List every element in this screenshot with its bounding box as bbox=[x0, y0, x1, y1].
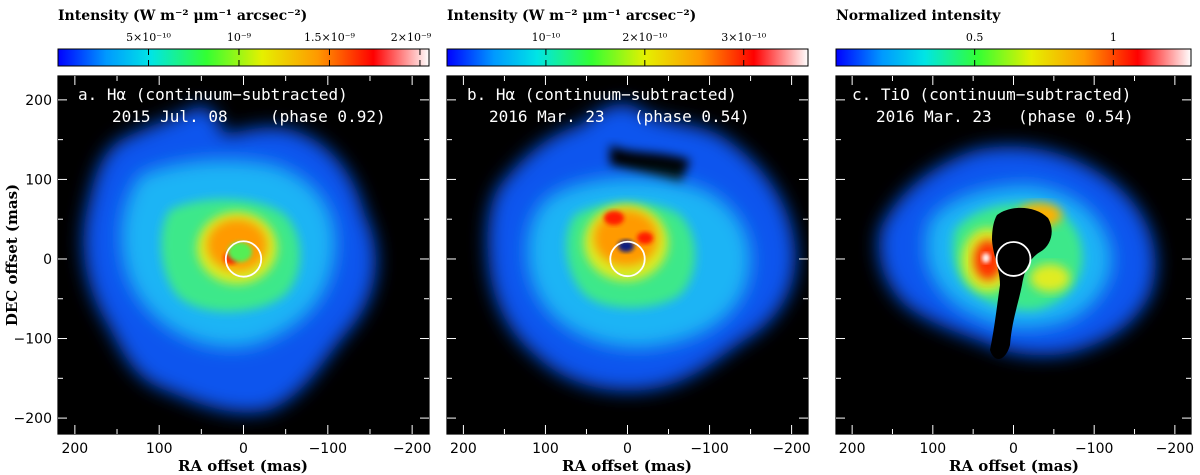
x-tick-label: −100 bbox=[1075, 441, 1113, 457]
dark-gap bbox=[610, 145, 690, 185]
x-tick-label: 200 bbox=[839, 441, 866, 457]
colorbar-tick-label: 2×10⁻⁹ bbox=[391, 31, 432, 44]
colorbar-title: Normalized intensity bbox=[836, 8, 1001, 24]
stellar-disk-circle bbox=[224, 240, 263, 278]
y-tick-label: −200 bbox=[14, 411, 52, 427]
colorbar-tick-label: 5×10⁻¹⁰ bbox=[126, 31, 171, 44]
colorbar-ticks bbox=[147, 49, 421, 66]
date-label: 2016 Mar. 23 bbox=[876, 107, 992, 126]
colorbar-tick-label: 1 bbox=[1110, 31, 1117, 44]
panel-label: a. Hα (continuum−subtracted) bbox=[78, 85, 348, 104]
x-axis-label: RA offset (mas) bbox=[562, 457, 692, 475]
date-label: 2016 Mar. 23 bbox=[489, 107, 605, 126]
x-axis-label: RA offset (mas) bbox=[178, 457, 308, 475]
colorbar-tick-label: 3×10⁻¹⁰ bbox=[721, 31, 766, 44]
intensity-map bbox=[878, 146, 1156, 360]
axis-ticks bbox=[836, 76, 1191, 434]
panel-label: c. TiO (continuum−subtracted) bbox=[852, 85, 1131, 104]
x-tick-label: 100 bbox=[919, 441, 946, 457]
phase-label: (phase 0.54) bbox=[1018, 107, 1134, 126]
colorbar-tick-label: 0.5 bbox=[966, 31, 984, 44]
y-tick-label: 100 bbox=[25, 172, 52, 188]
colorbar bbox=[446, 48, 809, 67]
peak bbox=[982, 253, 990, 263]
colorbar-ticks bbox=[545, 49, 745, 66]
stellar-disk-circle bbox=[995, 241, 1032, 277]
x-tick-label: −200 bbox=[1156, 441, 1194, 457]
x-tick-label: 0 bbox=[239, 441, 248, 457]
x-tick-label: 100 bbox=[146, 441, 173, 457]
colorbar-tick-label: 2×10⁻¹⁰ bbox=[622, 31, 667, 44]
x-axis-label: RA offset (mas) bbox=[949, 457, 1079, 475]
axis-ticks bbox=[447, 76, 808, 434]
date-label: 2015 Jul. 08 bbox=[112, 107, 228, 126]
cavity bbox=[990, 207, 1052, 360]
x-tick-label: −100 bbox=[309, 441, 347, 457]
x-tick-label: 200 bbox=[61, 441, 88, 457]
intensity-map bbox=[83, 106, 377, 413]
colorbar-title: Intensity (W m⁻² μm⁻¹ arcsec⁻²) bbox=[447, 8, 696, 24]
y-tick-label: 0 bbox=[43, 252, 52, 268]
panel-c: Normalized intensity 0.5 1 c. TiO (conti… bbox=[835, 8, 1194, 475]
x-tick-label: −100 bbox=[690, 441, 728, 457]
intensity-map bbox=[487, 103, 796, 391]
x-tick-label: 0 bbox=[623, 441, 632, 457]
phase-label: (phase 0.92) bbox=[270, 107, 386, 126]
y-axis-label: DEC offset (mas) bbox=[3, 184, 21, 326]
south-arc bbox=[1030, 264, 1070, 292]
x-tick-label: −200 bbox=[393, 441, 431, 457]
panel-a: Intensity (W m⁻² μm⁻¹ arcsec⁻²) 5×10⁻¹⁰ … bbox=[3, 8, 432, 475]
colorbar-tick-label: 10⁻⁹ bbox=[227, 31, 252, 44]
y-tick-label: 200 bbox=[25, 93, 52, 109]
x-tick-label: −200 bbox=[772, 441, 810, 457]
hot-spot bbox=[604, 211, 624, 225]
colorbar-ticks bbox=[974, 49, 1114, 66]
axis-ticks bbox=[58, 76, 429, 434]
phase-label: (phase 0.54) bbox=[634, 107, 750, 126]
stellar-disk-circle bbox=[609, 240, 646, 278]
hot-spot bbox=[637, 232, 653, 244]
colorbar bbox=[57, 48, 430, 67]
y-tick-label: −100 bbox=[14, 332, 52, 348]
x-tick-label: 100 bbox=[532, 441, 559, 457]
colorbar-title: Intensity (W m⁻² μm⁻¹ arcsec⁻²) bbox=[58, 8, 307, 24]
colorbar-tick-label: 1.5×10⁻⁹ bbox=[304, 31, 356, 44]
central-dip bbox=[228, 242, 252, 262]
x-tick-label: 0 bbox=[1009, 441, 1018, 457]
colorbar bbox=[835, 48, 1192, 67]
colorbar-tick-label: 10⁻¹⁰ bbox=[532, 31, 561, 44]
panel-label: b. Hα (continuum−subtracted) bbox=[467, 85, 737, 104]
x-tick-label: 200 bbox=[450, 441, 477, 457]
panel-b: Intensity (W m⁻² μm⁻¹ arcsec⁻²) 10⁻¹⁰ 2×… bbox=[446, 8, 811, 475]
